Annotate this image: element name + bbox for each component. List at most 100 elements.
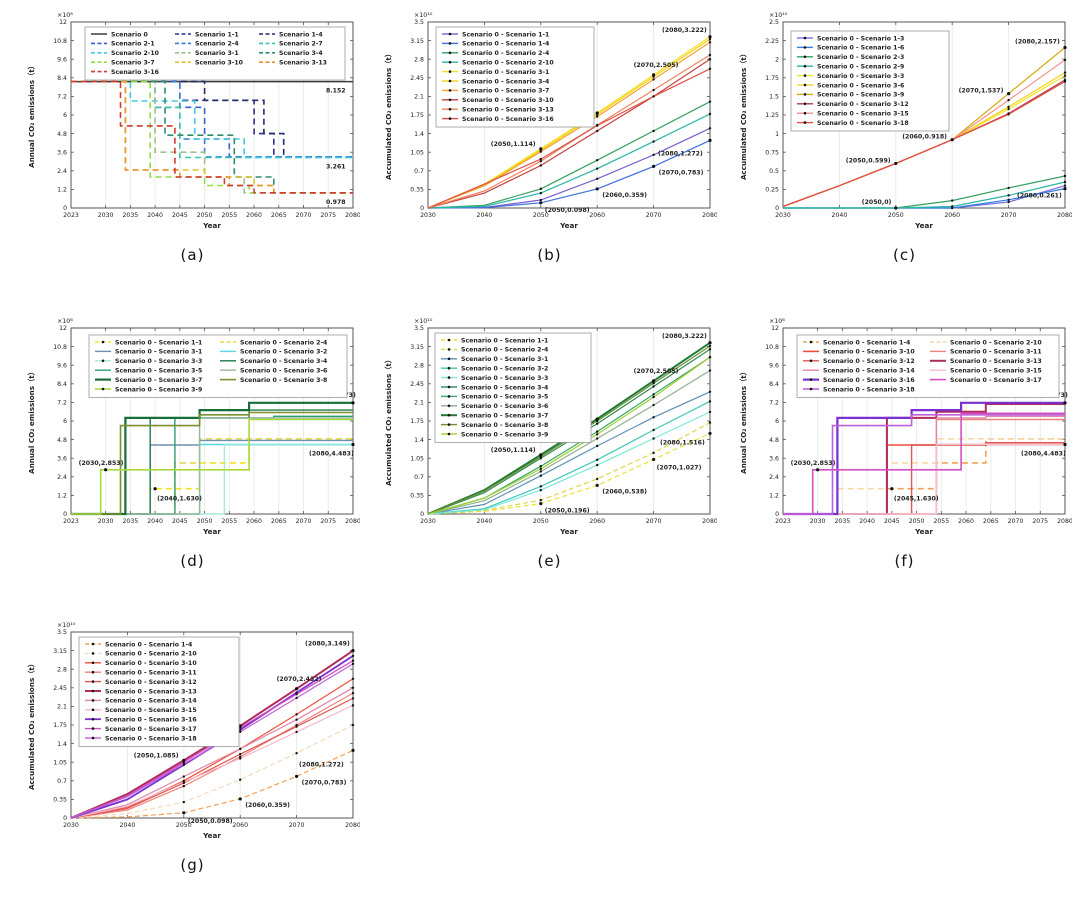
legend-label: Scenario 2-4: [195, 41, 239, 48]
axis-exponent: ×10¹⁰: [414, 318, 433, 325]
y-axis-label: Accumulated CO₂ emissions（t）: [739, 50, 748, 180]
subplot-g-canvas: 2030 2040 2050 2060 2070 2080 0 0.35 0.7 1.05 1.4 1…: [27, 622, 360, 840]
svg-text:3.5: 3.5: [414, 325, 424, 332]
svg-text:2075: 2075: [1032, 518, 1048, 525]
annotation: (2070,1.027): [657, 464, 702, 471]
annotation: (2030,2.853): [79, 460, 124, 467]
svg-text:2070: 2070: [646, 518, 662, 525]
svg-text:1.05: 1.05: [53, 759, 67, 766]
svg-text:2050: 2050: [197, 212, 213, 219]
svg-text:0.35: 0.35: [410, 187, 424, 194]
svg-text:2.4: 2.4: [769, 474, 779, 481]
legend-label: Scenario 0 - Scenario 3-6: [240, 368, 327, 375]
svg-text:1.25: 1.25: [765, 112, 779, 119]
annotation: (2070,0.783): [302, 779, 347, 786]
annotations-a: 8.152 3.261 0.978: [326, 88, 346, 206]
legend-label: Scenario 0 - Scenario 3-18: [817, 120, 909, 127]
svg-text:7.2: 7.2: [769, 400, 779, 407]
series-c: [782, 46, 1067, 210]
svg-text:2040: 2040: [859, 518, 875, 525]
annotation: (2070,0.783): [659, 169, 704, 176]
axis-exponent: ×10⁸: [769, 318, 785, 325]
series-a: [71, 80, 353, 194]
legend-label: Scenario 0 - Scenario 3-7: [461, 413, 548, 420]
legend-f: Scenario 0 - Scenario 1-4 Scenario 0 - Sc…: [796, 334, 1060, 398]
legend-label: Scenario 0 - Scenario 3-5: [115, 368, 202, 375]
x-axis-label: Year: [559, 527, 578, 536]
legend-c: Scenario 0 - Scenario 1-3 Scenario 0 - Sc…: [790, 30, 950, 132]
svg-text:2.8: 2.8: [57, 666, 67, 673]
svg-text:2030: 2030: [63, 822, 79, 829]
legend-label: Scenario 3-7: [111, 60, 155, 67]
annotation: (2050,0.599): [846, 157, 891, 164]
subplot-e-canvas: 2030 2040 2050 2060 2070 2080 0 0.35 0.7 1.05 1.4 1…: [384, 318, 717, 536]
subplot-c-caption: (c): [893, 246, 916, 264]
subplot-b-canvas: 2030 2040 2050 2060 2070 2080 0 0.35 0.7 1.05 1.4 1…: [384, 12, 717, 230]
svg-text:2080: 2080: [345, 822, 360, 829]
legend-label: Scenario 0 - Scenario 3-3: [115, 358, 202, 365]
svg-text:2055: 2055: [933, 518, 949, 525]
y-axis-label: Annual CO₂ emissions（t）: [739, 368, 748, 474]
legend-label: Scenario 3-16: [111, 69, 159, 76]
svg-text:2040: 2040: [477, 212, 493, 219]
x-axis-label: Year: [559, 221, 578, 230]
legend-label: Scenario 3-13: [279, 60, 327, 67]
legend-e: Scenario 0 - Scenario 1-1 Scenario 0 - Sc…: [434, 332, 592, 443]
svg-text:2065: 2065: [271, 518, 287, 525]
annotation: 3.261: [326, 163, 346, 170]
annotation: (2080,4.483): [309, 451, 354, 458]
legend-label: Scenario 0 - Scenario 3-11: [950, 349, 1042, 356]
svg-text:2050: 2050: [176, 822, 192, 829]
svg-text:2035: 2035: [122, 518, 138, 525]
legend-label: Scenario 0 - Scenario 3-18: [823, 386, 915, 393]
series-e-10: [427, 356, 711, 515]
svg-text:9.6: 9.6: [769, 362, 779, 369]
svg-text:1.4: 1.4: [57, 741, 67, 748]
series-d: [71, 401, 353, 516]
svg-text:0.75: 0.75: [765, 149, 779, 156]
legend-label: Scenario 0 - Scenario 2-10: [462, 60, 554, 67]
y-axis-label: Accumulated CO₂ emissions（t）: [384, 50, 393, 180]
legend-label: Scenario 0 - Scenario 3-1: [461, 356, 548, 363]
svg-text:3.5: 3.5: [414, 19, 424, 26]
legend-label: Scenario 0 - Scenario 3-1: [462, 69, 549, 76]
series-e: [427, 341, 712, 515]
series-b: [427, 35, 712, 209]
legend-label: Scenario 0 - Scenario 1-1: [462, 31, 549, 38]
series-d-7: [71, 417, 353, 515]
svg-text:7.2: 7.2: [57, 94, 67, 101]
legend-label: Scenario 2-10: [111, 50, 160, 57]
series-a-6: [71, 80, 353, 159]
svg-text:0.35: 0.35: [410, 493, 424, 500]
legend-label: Scenario 0 - Scenario 3-9: [461, 431, 548, 438]
svg-text:6: 6: [775, 418, 779, 425]
svg-text:8.4: 8.4: [57, 381, 67, 388]
y-axis-label: Annual CO₂ emissions（t）: [27, 62, 36, 168]
svg-text:0: 0: [775, 511, 779, 518]
svg-text:2055: 2055: [221, 518, 237, 525]
annotation: (2030,2.853): [791, 460, 836, 467]
svg-text:1.05: 1.05: [410, 149, 424, 156]
subplot-d: 2023 2030 2035 2040 2045 2050 2055 2060 2065 2070…: [25, 312, 360, 570]
svg-text:0.25: 0.25: [765, 187, 779, 194]
annotation: (2070,2.505): [634, 62, 679, 69]
series-c-9: [782, 80, 1066, 208]
svg-text:10.8: 10.8: [53, 38, 67, 45]
legend-label: Scenario 0 - Scenario 3-6: [461, 403, 548, 410]
legend-label: Scenario 0 - Scenario 3-13: [462, 107, 554, 114]
legend-label: Scenario 0 - Scenario 1-1: [115, 339, 202, 346]
axes-a: 2023 2030 2035 2040 2045 2050 2055 2060 2065 2070…: [27, 12, 360, 230]
legend-label: Scenario 0 - Scenario 3-10: [823, 349, 915, 356]
annotation: (2080,2.157): [1015, 39, 1060, 46]
svg-text:2070: 2070: [296, 518, 312, 525]
legend-label: Scenario 0 - Scenario 1-6: [817, 45, 904, 52]
annotation: (2050,1.085): [134, 752, 179, 759]
svg-text:1.2: 1.2: [57, 493, 67, 500]
svg-text:2070: 2070: [289, 822, 305, 829]
subplot-e: 2030 2040 2050 2060 2070 2080 0 0.35 0.7 1.05 1.4 1…: [382, 312, 717, 570]
svg-text:10.8: 10.8: [53, 344, 67, 351]
annotation: (2050,0.098): [188, 818, 233, 825]
legend-label: Scenario 0 - Scenario 3-14: [105, 698, 197, 705]
svg-text:2060: 2060: [232, 822, 248, 829]
legend-label: Scenario 3-1: [195, 50, 239, 57]
